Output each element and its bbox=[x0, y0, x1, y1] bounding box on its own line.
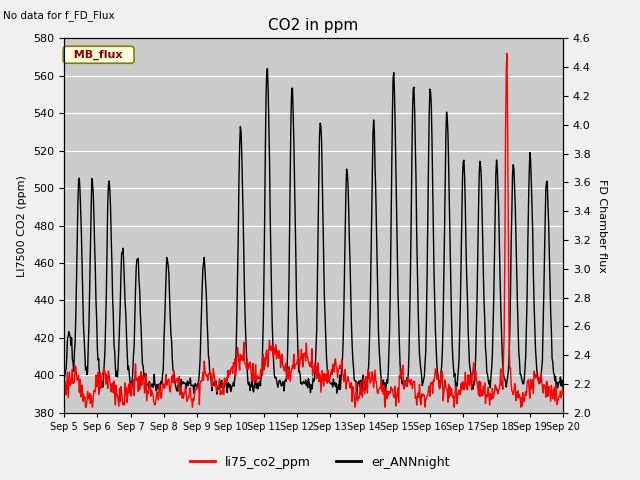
Text: MB_flux: MB_flux bbox=[67, 49, 131, 60]
Legend: li75_co2_ppm, er_ANNnight: li75_co2_ppm, er_ANNnight bbox=[186, 451, 454, 474]
Text: No data for f_FD_Flux: No data for f_FD_Flux bbox=[3, 11, 115, 22]
Title: CO2 in ppm: CO2 in ppm bbox=[268, 18, 359, 33]
Y-axis label: LI7500 CO2 (ppm): LI7500 CO2 (ppm) bbox=[17, 175, 28, 276]
Y-axis label: FD Chamber flux: FD Chamber flux bbox=[598, 179, 607, 273]
